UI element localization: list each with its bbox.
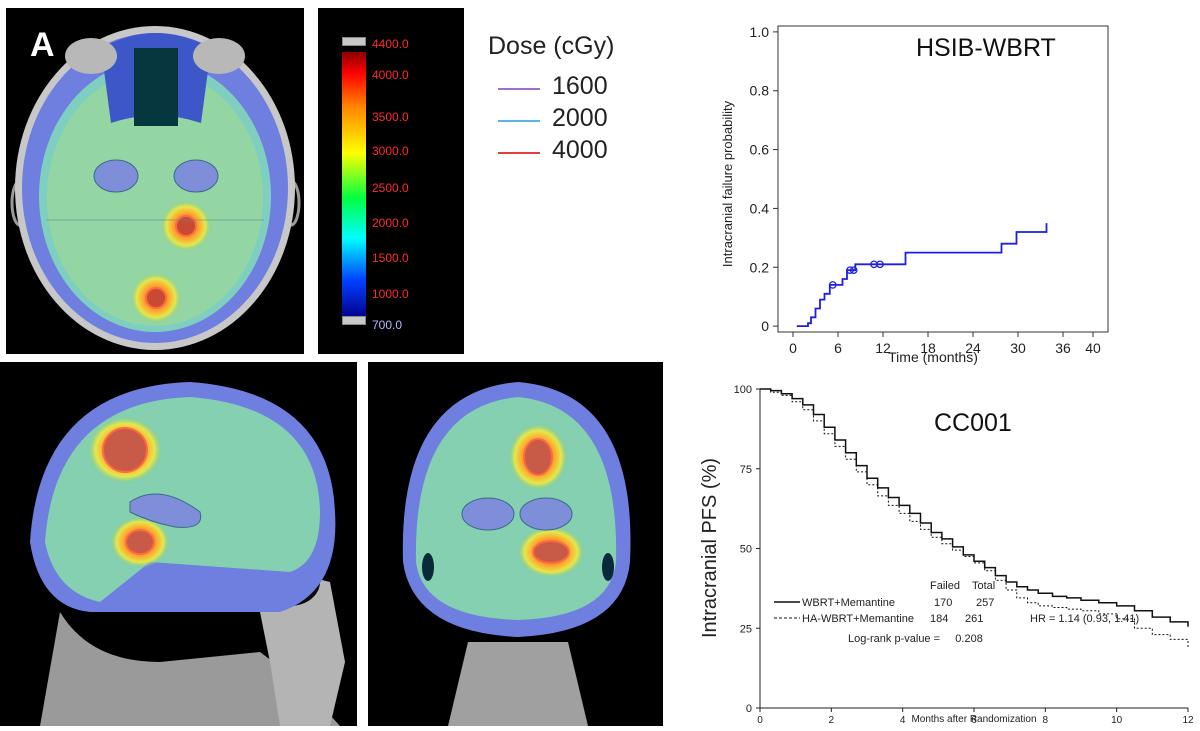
x-tick-label: 12 [1182, 715, 1194, 726]
y-tick-label: 0.2 [750, 259, 770, 275]
colorbar-label: 2000.0 [372, 216, 409, 230]
dose-legend-item: 4000 [498, 136, 648, 166]
x-tick-label: 24 [965, 340, 981, 356]
x-tick-label: 36 [1055, 340, 1071, 356]
dose-legend-label: 4000 [552, 136, 608, 164]
y-tick-label: 0.6 [750, 142, 770, 158]
x-tick-label: 4 [900, 715, 906, 726]
legend-label-wbrt: WBRT+Memantine [802, 597, 895, 609]
y-tick-label: 0 [746, 703, 752, 715]
x-tick-label: 0 [789, 340, 797, 356]
colorbar-label: 3500.0 [372, 110, 409, 124]
dose-legend-swatch [498, 120, 540, 122]
hazard-ratio-text: HR = 1.14 (0.93, 1.41) [1030, 613, 1139, 625]
x-tick-label: 8 [1043, 715, 1049, 726]
dose-legend-label: 1600 [552, 72, 608, 100]
dose-legend-item: 2000 [498, 104, 648, 134]
chart-title: HSIB-WBRT [916, 34, 1056, 62]
x-tick-label: 40 [1085, 340, 1101, 356]
x-tick-label: 12 [875, 340, 891, 356]
censor-mark [849, 266, 858, 275]
axial-dose-image: A [6, 8, 304, 354]
hsib-wbrt-chart: 0 0.2 0.4 0.6 0.8 1.0 0 6 12 18 24 30 36 40 HSIB-WBR… [676, 0, 1200, 372]
dose-legend-label: 2000 [552, 104, 608, 132]
chart-title: CC001 [934, 409, 1012, 437]
coronal-dose-image [368, 362, 663, 726]
x-tick-label: 6 [971, 715, 977, 726]
dose-legend-title: Dose (cGy) [488, 32, 615, 60]
colorbar-gradient [342, 52, 366, 318]
survival-curve-ha-wbrt [760, 388, 1189, 648]
colorbar-down-arrow-icon[interactable] [342, 316, 366, 325]
pvalue-text: Log-rank p-value = 0.208 [848, 633, 983, 645]
coronal-dose-graphic [402, 382, 631, 726]
total-count-ha-wbrt: 261 [965, 613, 983, 625]
y-tick-label: 1.0 [750, 24, 770, 40]
survival-curve-wbrt [760, 388, 1189, 627]
colorbar-label: 700.0 [372, 318, 403, 332]
axial-dose-graphic [10, 26, 301, 350]
censor-mark [828, 281, 837, 289]
y-axis-label: Intracranial failure probability [720, 100, 735, 267]
dose-legend-item: 1600 [498, 72, 648, 102]
failed-count-ha-wbrt: 184 [930, 613, 948, 625]
x-tick-label: 30 [1010, 340, 1026, 356]
censor-mark [876, 260, 884, 269]
y-tick-label: 0.4 [750, 200, 770, 216]
failed-count-wbrt: 170 [934, 597, 952, 609]
x-tick-label: 10 [1111, 715, 1123, 726]
y-tick-label: 25 [740, 623, 752, 635]
x-axis-label: Months after Randomization [911, 714, 1036, 725]
colorbar-label: 4000.0 [372, 68, 409, 82]
cc001-chart: 0 25 50 75 100 0 2 4 6 8 10 12 CC001 Months after … [676, 376, 1200, 726]
panel-letter: A [30, 26, 55, 64]
sagittal-dose-image [0, 362, 357, 726]
dose-colorbar: 4400.0 4000.0 3500.0 3000.0 2500.0 2000.… [318, 8, 464, 354]
x-tick-label: 6 [834, 340, 842, 356]
y-axis-label: Intracranial PFS (%) [699, 458, 721, 638]
total-count-wbrt: 257 [976, 597, 994, 609]
kaplan-meier-line [796, 223, 1048, 328]
y-tick-label: 0 [761, 318, 769, 334]
y-tick-label: 0.8 [750, 83, 770, 99]
colorbar-label: 4400.0 [372, 37, 409, 51]
hsib-wbrt-plot: 0 0.2 0.4 0.6 0.8 1.0 0 6 12 18 24 30 36 40 HSIB-WBR… [720, 24, 1109, 365]
table-header-failed: Failed [930, 580, 960, 592]
table-header-total: Total [972, 580, 995, 592]
dose-legend-swatch [498, 152, 540, 154]
x-tick-label: 0 [757, 715, 763, 726]
dose-legend-swatch [498, 88, 540, 90]
colorbar-label: 2500.0 [372, 181, 409, 195]
y-tick-label: 100 [734, 384, 752, 396]
legend-label-ha-wbrt: HA-WBRT+Memantine [802, 613, 914, 625]
x-tick-label: 18 [920, 340, 936, 356]
y-tick-label: 50 [740, 544, 752, 556]
colorbar-label: 1500.0 [372, 251, 409, 265]
dose-legend: Dose (cGy) 1600 2000 4000 [488, 32, 658, 182]
colorbar-label: 3000.0 [372, 144, 409, 158]
y-tick-label: 75 [740, 464, 752, 476]
x-tick-label: 2 [829, 715, 835, 726]
x-axis-label: Time (months) [888, 349, 978, 365]
censor-mark [846, 266, 854, 275]
colorbar-up-arrow-icon[interactable] [342, 37, 366, 46]
plot-frame [777, 25, 1109, 333]
colorbar-label: 1000.0 [372, 287, 409, 301]
sagittal-dose-graphic [30, 382, 345, 726]
cc001-plot: 0 25 50 75 100 0 2 4 6 8 10 12 CC001 Months after … [699, 384, 1194, 726]
